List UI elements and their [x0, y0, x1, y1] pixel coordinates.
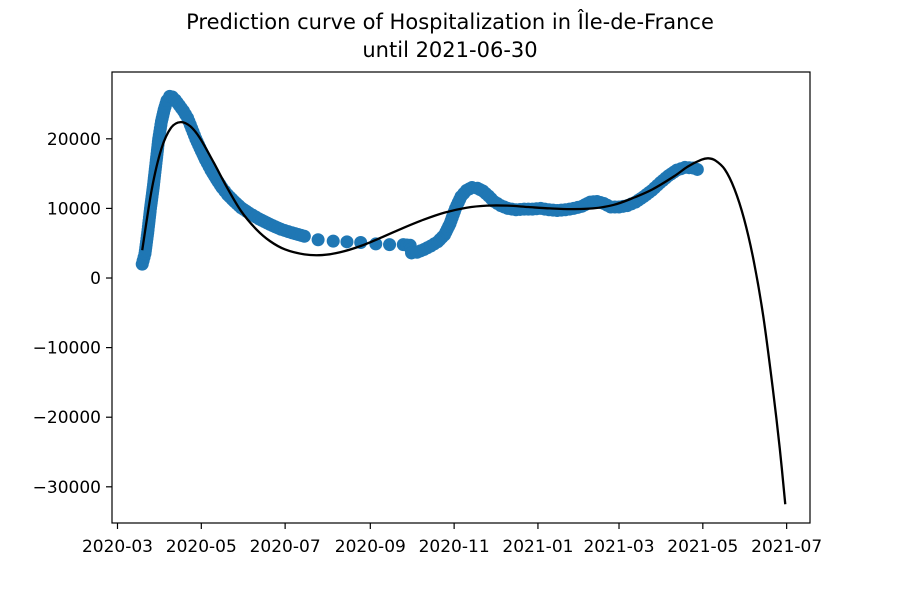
- x-tick-label: 2020-05: [166, 537, 237, 557]
- x-tick-label: 2020-11: [419, 537, 490, 557]
- x-tick-label: 2020-03: [82, 537, 153, 557]
- scatter-point: [311, 233, 325, 247]
- series-group: [135, 89, 787, 505]
- x-tick-label: 2021-03: [583, 537, 654, 557]
- chart-title-line2: until 2021-06-30: [362, 38, 538, 62]
- x-tick-label: 2021-01: [502, 537, 573, 557]
- x-tick-label: 2020-09: [335, 537, 406, 557]
- y-tick-label: −20000: [33, 408, 101, 428]
- scatter-point: [690, 162, 704, 176]
- y-tick-label: 10000: [47, 199, 101, 219]
- y-tick-label: 20000: [47, 130, 101, 150]
- scatter-point: [383, 238, 397, 252]
- y-tick-label: −30000: [33, 478, 101, 498]
- y-tick-label: −10000: [33, 339, 101, 359]
- x-tick-label: 2020-07: [250, 537, 321, 557]
- scatter-point: [297, 229, 311, 243]
- plot-frame: [111, 71, 811, 524]
- y-tick-label: 0: [90, 269, 101, 289]
- scatter-point: [340, 235, 354, 249]
- chart-title-line1: Prediction curve of Hospitalization in Î…: [186, 10, 714, 34]
- scatter-point: [326, 234, 340, 248]
- x-tick-label: 2021-07: [751, 537, 822, 557]
- x-tick-label: 2021-05: [667, 537, 738, 557]
- prediction-curve-line: [141, 120, 787, 505]
